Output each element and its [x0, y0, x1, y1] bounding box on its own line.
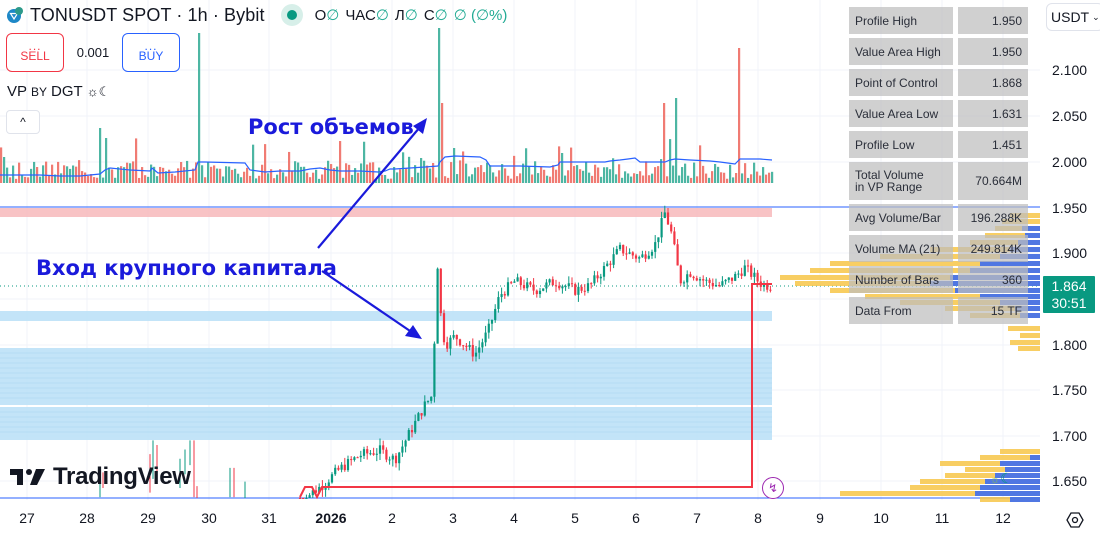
price-tick: 2.100: [1052, 62, 1088, 78]
stats-row: Total Volume in VP Range 70.664M: [849, 162, 1029, 200]
last-price-badge: 1.864 30:51: [1043, 276, 1095, 313]
collapse-legend-button[interactable]: ^: [6, 110, 40, 134]
chart-settings-icon[interactable]: [1066, 511, 1084, 529]
time-tick: 7: [693, 510, 701, 526]
chevron-up-icon: ^: [20, 115, 26, 129]
ton-coin-icon: [7, 7, 23, 23]
tradingview-logo: TradingView: [10, 463, 191, 491]
time-tick: 28: [79, 510, 95, 526]
time-tick: 31: [261, 510, 277, 526]
time-tick: 29: [140, 510, 156, 526]
stats-row: Value Area High 1.950: [849, 38, 1029, 65]
ohlc-values: О∅ ЧАС∅ Л∅ С∅ ∅ (∅%): [315, 6, 508, 24]
price-tick: 1.900: [1052, 245, 1088, 261]
price-zones: [0, 208, 772, 440]
indicator-legend[interactable]: VP BY DGT ☼☾: [7, 83, 111, 100]
stats-row: Point of Control 1.868: [849, 69, 1029, 96]
volume-bars: [0, 28, 774, 183]
resistance-zone: [0, 208, 772, 217]
stats-row: Avg Volume/Bar 196.288K: [849, 204, 1029, 231]
annotation-arrows: [317, 118, 427, 339]
drawn-step-line: [299, 283, 772, 500]
lightning-alert-icon[interactable]: ↯: [762, 477, 784, 499]
support-zone-1: [0, 311, 772, 321]
volume-profile-stats-table: Profile High 1.950 Value Area High 1.950 P…: [849, 7, 1029, 328]
sell-button[interactable]: ... SELL: [6, 33, 64, 72]
price-tick: 2.050: [1052, 108, 1088, 124]
chart-header: TONUSDT SPOT · 1h · Bybit О∅ ЧАС∅ Л∅ С∅ …: [6, 4, 507, 26]
ohlc-close: С∅: [423, 7, 448, 24]
price-tick: 1.650: [1052, 473, 1088, 489]
stats-row: Value Area Low 1.631: [849, 100, 1029, 127]
ohlc-open: О∅: [314, 7, 340, 24]
price-tick: 1.950: [1052, 200, 1088, 216]
annotation-capital-entry: Вход крупного капитала: [36, 256, 337, 280]
time-tick: 11: [934, 510, 950, 526]
trade-panel: ... SELL 0.001 ... BUY: [6, 33, 180, 72]
time-tick: 2: [388, 510, 396, 526]
support-zone-3: [0, 407, 772, 440]
stats-row: Profile High 1.950: [849, 7, 1029, 34]
price-tick: 1.700: [1052, 428, 1088, 444]
stats-row: Data From 15 TF: [849, 297, 1029, 324]
market-open-dot: [286, 10, 297, 20]
market-status-indicator[interactable]: [280, 4, 303, 26]
time-tick: 5: [571, 510, 579, 526]
time-tick: 4: [510, 510, 518, 526]
currency-dropdown[interactable]: USDT ⌄: [1046, 3, 1100, 31]
tradingview-logo-icon: [10, 469, 45, 485]
ohlc-change: ∅ (∅%): [453, 7, 508, 24]
time-tick: 9: [816, 510, 824, 526]
bar-countdown: 30:51: [1051, 295, 1087, 311]
ohlc-low: Л∅: [394, 7, 418, 24]
volume-ma-line: [0, 155, 773, 177]
price-tick: 1.750: [1052, 382, 1088, 398]
stats-row: Volume MA (21) 249.814K: [849, 235, 1029, 262]
candlesticks: [99, 205, 772, 499]
order-quantity[interactable]: 0.001: [76, 45, 110, 60]
time-tick: 6: [632, 510, 640, 526]
time-tick: 12: [995, 510, 1011, 526]
buy-button[interactable]: ... BUY: [122, 33, 180, 72]
time-tick-year: 2026: [315, 510, 347, 526]
annotation-volume-growth: Рост объемов: [248, 115, 414, 139]
stats-row: Number of Bars 360: [849, 266, 1029, 293]
time-tick: 8: [754, 510, 762, 526]
ohlc-high: ЧАС∅: [345, 7, 389, 24]
time-tick: 3: [449, 510, 457, 526]
time-tick: 10: [873, 510, 889, 526]
time-tick: 30: [201, 510, 217, 526]
sun-moon-toggle-icon[interactable]: ☼☾: [990, 470, 1013, 486]
stats-row: Profile Low 1.451: [849, 131, 1029, 158]
time-axis[interactable]: 27 28 29 30 31 2026 2 3 4 5 6 7 8 9 10 1…: [0, 510, 1040, 532]
price-tick: 2.000: [1052, 154, 1088, 170]
price-tick: 1.800: [1052, 337, 1088, 353]
support-zone-2: [0, 348, 772, 405]
chevron-down-icon: ⌄: [1092, 11, 1100, 22]
sun-moon-icon: ☼☾: [86, 83, 111, 99]
time-tick: 27: [19, 510, 35, 526]
symbol-title[interactable]: TONUSDT SPOT · 1h · Bybit: [30, 4, 265, 25]
price-axis[interactable]: 2.100 2.050 2.000 1.950 1.900 1.800 1.75…: [1052, 0, 1100, 500]
